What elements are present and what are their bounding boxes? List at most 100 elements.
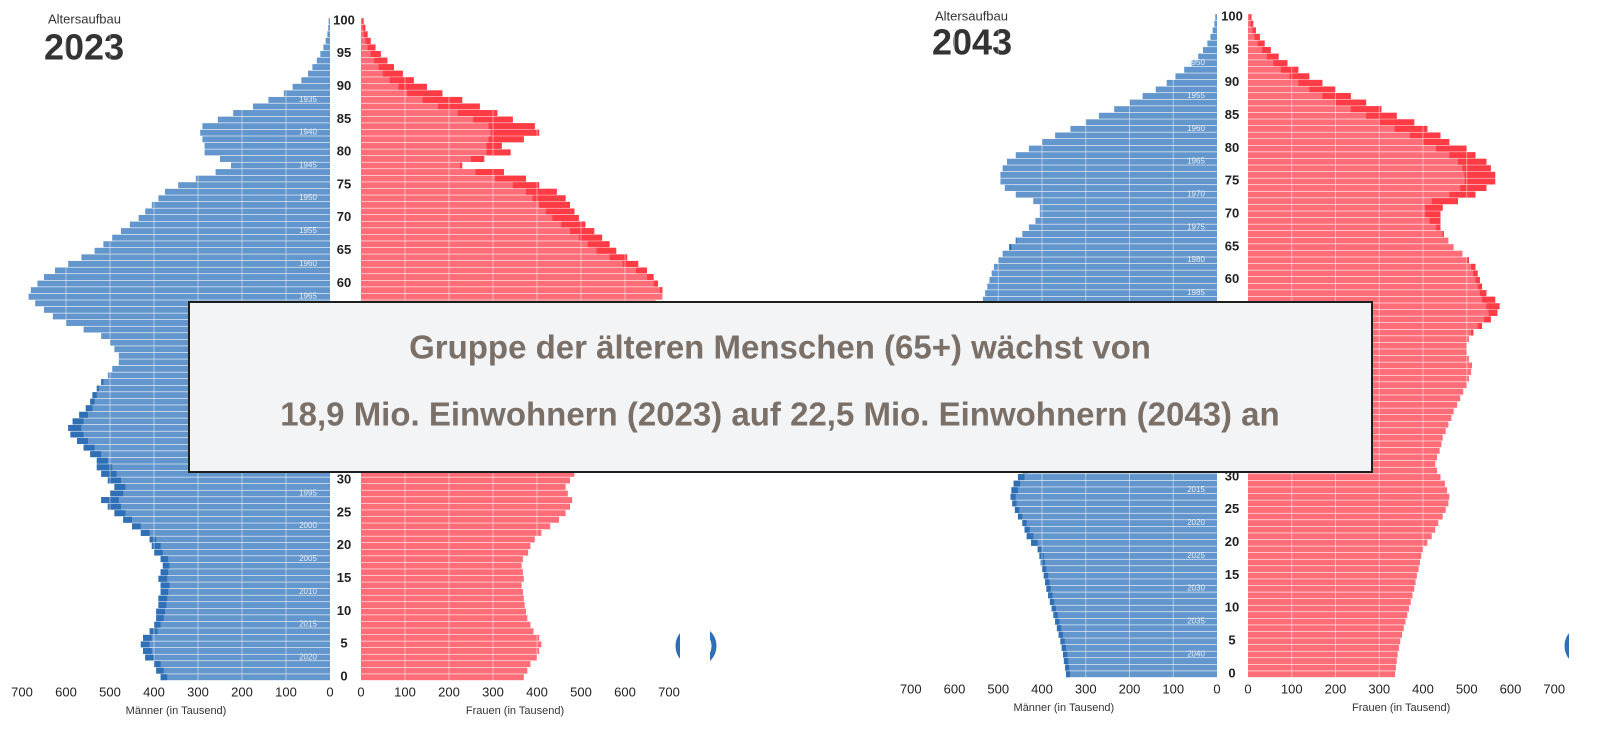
female-surplus bbox=[374, 57, 388, 64]
male-bar bbox=[328, 24, 330, 31]
male-bar bbox=[1114, 106, 1217, 113]
female-surplus bbox=[486, 149, 511, 156]
male-bar bbox=[1033, 198, 1217, 205]
female-surplus bbox=[457, 110, 498, 117]
female-bar bbox=[1248, 579, 1416, 586]
female-surplus bbox=[475, 169, 504, 176]
male-bar bbox=[1210, 33, 1217, 40]
age-tick-label: 0 bbox=[340, 668, 347, 683]
male-surplus bbox=[160, 588, 169, 595]
male-surplus bbox=[123, 516, 132, 523]
female-surplus bbox=[561, 221, 586, 228]
x-tick-label: 500 bbox=[99, 684, 121, 699]
age-tick-label: 95 bbox=[1225, 41, 1239, 56]
female-bar bbox=[361, 575, 524, 582]
female-bar bbox=[1248, 119, 1415, 126]
age-tick-label: 65 bbox=[1225, 238, 1239, 253]
female-surplus bbox=[362, 18, 364, 25]
male-bar bbox=[1212, 27, 1217, 34]
x-tick-label: 0 bbox=[326, 684, 333, 699]
female-surplus bbox=[1394, 125, 1428, 132]
x-tick-label: 300 bbox=[482, 684, 504, 699]
female-bar bbox=[1248, 257, 1469, 264]
male-bar bbox=[158, 195, 330, 202]
age-tick-label: 20 bbox=[337, 537, 351, 552]
female-surplus bbox=[1257, 40, 1265, 47]
female-bar bbox=[1248, 474, 1441, 481]
cohort-label: 2025 bbox=[1187, 551, 1205, 560]
female-bar bbox=[361, 615, 528, 622]
male-surplus bbox=[101, 497, 119, 504]
male-bar bbox=[253, 103, 330, 110]
female-bar bbox=[361, 477, 570, 484]
male-bar bbox=[1061, 644, 1217, 651]
male-bar bbox=[145, 208, 330, 215]
x-tick-label: 500 bbox=[570, 684, 592, 699]
male-surplus bbox=[160, 556, 169, 563]
female-bar bbox=[361, 549, 529, 556]
male-surplus bbox=[158, 575, 168, 582]
female-bar bbox=[1248, 618, 1406, 625]
female-bar bbox=[1248, 244, 1454, 251]
male-bar bbox=[154, 549, 330, 556]
male-bar bbox=[1051, 605, 1217, 612]
female-bar bbox=[1248, 231, 1444, 237]
x-tick-label: 600 bbox=[55, 684, 77, 699]
male-surplus bbox=[1056, 625, 1062, 632]
age-tick-label: 5 bbox=[340, 636, 347, 651]
male-surplus bbox=[149, 536, 157, 543]
male-bar bbox=[323, 44, 330, 51]
female-bar bbox=[1248, 132, 1441, 139]
male-bar bbox=[1002, 250, 1217, 257]
female-bar bbox=[1248, 493, 1450, 500]
female-surplus bbox=[1289, 73, 1310, 80]
female-surplus bbox=[1409, 132, 1441, 139]
male-bar bbox=[81, 254, 331, 261]
female-bar bbox=[1248, 79, 1323, 86]
female-bar bbox=[361, 483, 566, 490]
male-bar bbox=[151, 201, 330, 208]
cohort-label: 2010 bbox=[299, 587, 317, 596]
male-surplus bbox=[1045, 579, 1050, 586]
female-bar bbox=[1248, 152, 1476, 159]
male-bar bbox=[1085, 119, 1217, 126]
female-surplus bbox=[495, 175, 526, 182]
male-surplus bbox=[1063, 651, 1068, 658]
male-surplus bbox=[156, 667, 164, 674]
female-bar bbox=[1248, 303, 1500, 310]
male-bar bbox=[1017, 474, 1217, 481]
male-bar bbox=[987, 283, 1217, 290]
age-tick-label: 100 bbox=[333, 12, 355, 27]
chart-subtitle: Altersaufbau bbox=[935, 8, 1008, 23]
female-surplus bbox=[486, 142, 502, 149]
male-bar bbox=[1203, 47, 1217, 54]
male-surplus bbox=[143, 634, 152, 641]
female-bar bbox=[1248, 290, 1487, 297]
female-bar bbox=[361, 241, 610, 248]
male-bar bbox=[1035, 217, 1217, 224]
x-tick-label: 100 bbox=[394, 684, 416, 699]
female-bar bbox=[361, 274, 654, 281]
male-bar bbox=[325, 37, 330, 44]
male-surplus bbox=[72, 418, 84, 425]
female-bar bbox=[1248, 263, 1476, 270]
male-surplus bbox=[156, 615, 164, 622]
male-bar bbox=[151, 543, 330, 549]
female-bar bbox=[1248, 40, 1265, 47]
female-bar bbox=[1248, 125, 1428, 132]
male-bar bbox=[1142, 93, 1217, 100]
x-tick-label: 600 bbox=[944, 681, 966, 696]
female-bar bbox=[361, 83, 427, 90]
female-surplus bbox=[636, 267, 647, 274]
female-surplus bbox=[587, 241, 610, 248]
male-bar bbox=[1007, 158, 1217, 165]
male-surplus bbox=[110, 490, 124, 497]
male-bar bbox=[160, 582, 330, 589]
female-bar bbox=[1248, 224, 1441, 231]
female-surplus bbox=[1249, 14, 1252, 21]
male-bar bbox=[200, 129, 330, 136]
male-bar bbox=[982, 296, 1217, 303]
female-bar bbox=[361, 628, 534, 635]
female-bar bbox=[361, 77, 414, 84]
age-tick-label: 25 bbox=[337, 504, 351, 519]
